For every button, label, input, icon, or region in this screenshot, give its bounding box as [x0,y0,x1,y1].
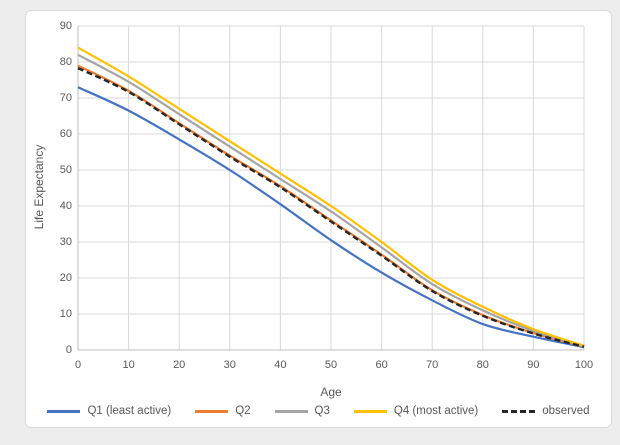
x-tick-label-80: 80 [476,359,489,371]
series-line-q3 [77,53,585,348]
x-tick-label-70: 70 [426,359,439,371]
legend-item-q3: Q3 [274,405,330,417]
y-axis-title: Life Expectancy [32,144,46,230]
y-tick-label-10: 10 [59,308,72,320]
x-tick-label-60: 60 [375,359,388,371]
y-tick-label-30: 30 [59,236,72,248]
series-line-q4-most-active [77,46,585,347]
legend-swatch-observed [502,409,536,413]
series-line-observed [77,67,585,348]
x-tick-label-40: 40 [274,359,287,371]
y-tick-label-0: 0 [65,344,72,356]
legend-swatch-q1-least-active [47,409,81,413]
x-tick-label-100: 100 [574,359,594,371]
y-tick-label-20: 20 [59,272,72,284]
x-tick-label-20: 20 [173,359,186,371]
legend-swatch-q2 [195,409,229,413]
legend-label-q4-most-active: Q4 (most active) [393,405,479,417]
y-tick-label-80: 80 [59,56,72,68]
x-tick-label-90: 90 [527,359,540,371]
legend-swatch-q4-most-active [353,409,387,413]
legend-item-observed: observed [502,405,590,417]
x-tick-label-10: 10 [122,359,135,371]
legend-label-observed: observed [542,405,590,417]
x-tick-label-30: 30 [223,359,236,371]
series-line-q1-least-active [77,86,585,349]
y-tick-label-60: 60 [59,128,72,140]
x-tick-label-0: 0 [74,359,82,371]
x-axis-title: Age [320,385,342,399]
legend: Q1 (least active) Q2 Q3 Q4 (most active) obs… [26,405,611,417]
legend-item-q1-least-active: Q1 (least active) [47,405,171,417]
legend-item-q4-most-active: Q4 (most active) [353,405,479,417]
legend-label-q2: Q2 [235,405,251,417]
legend-item-q2: Q2 [195,405,251,417]
legend-label-q3: Q3 [314,405,330,417]
chart-panel: 0 10 20 30 40 50 60 70 80 90 0 10 20 30 40 50 60 70 80 90 1… [25,10,612,428]
plot-area [77,25,585,351]
legend-label-q1-least-active: Q1 (least active) [87,405,172,417]
y-tick-label-70: 70 [59,92,72,104]
x-tick-label-50: 50 [324,359,338,371]
legend-swatch-q3 [274,409,308,413]
y-tick-label-90: 90 [59,20,72,32]
y-tick-label-40: 40 [59,200,72,212]
y-tick-label-50: 50 [59,164,72,176]
